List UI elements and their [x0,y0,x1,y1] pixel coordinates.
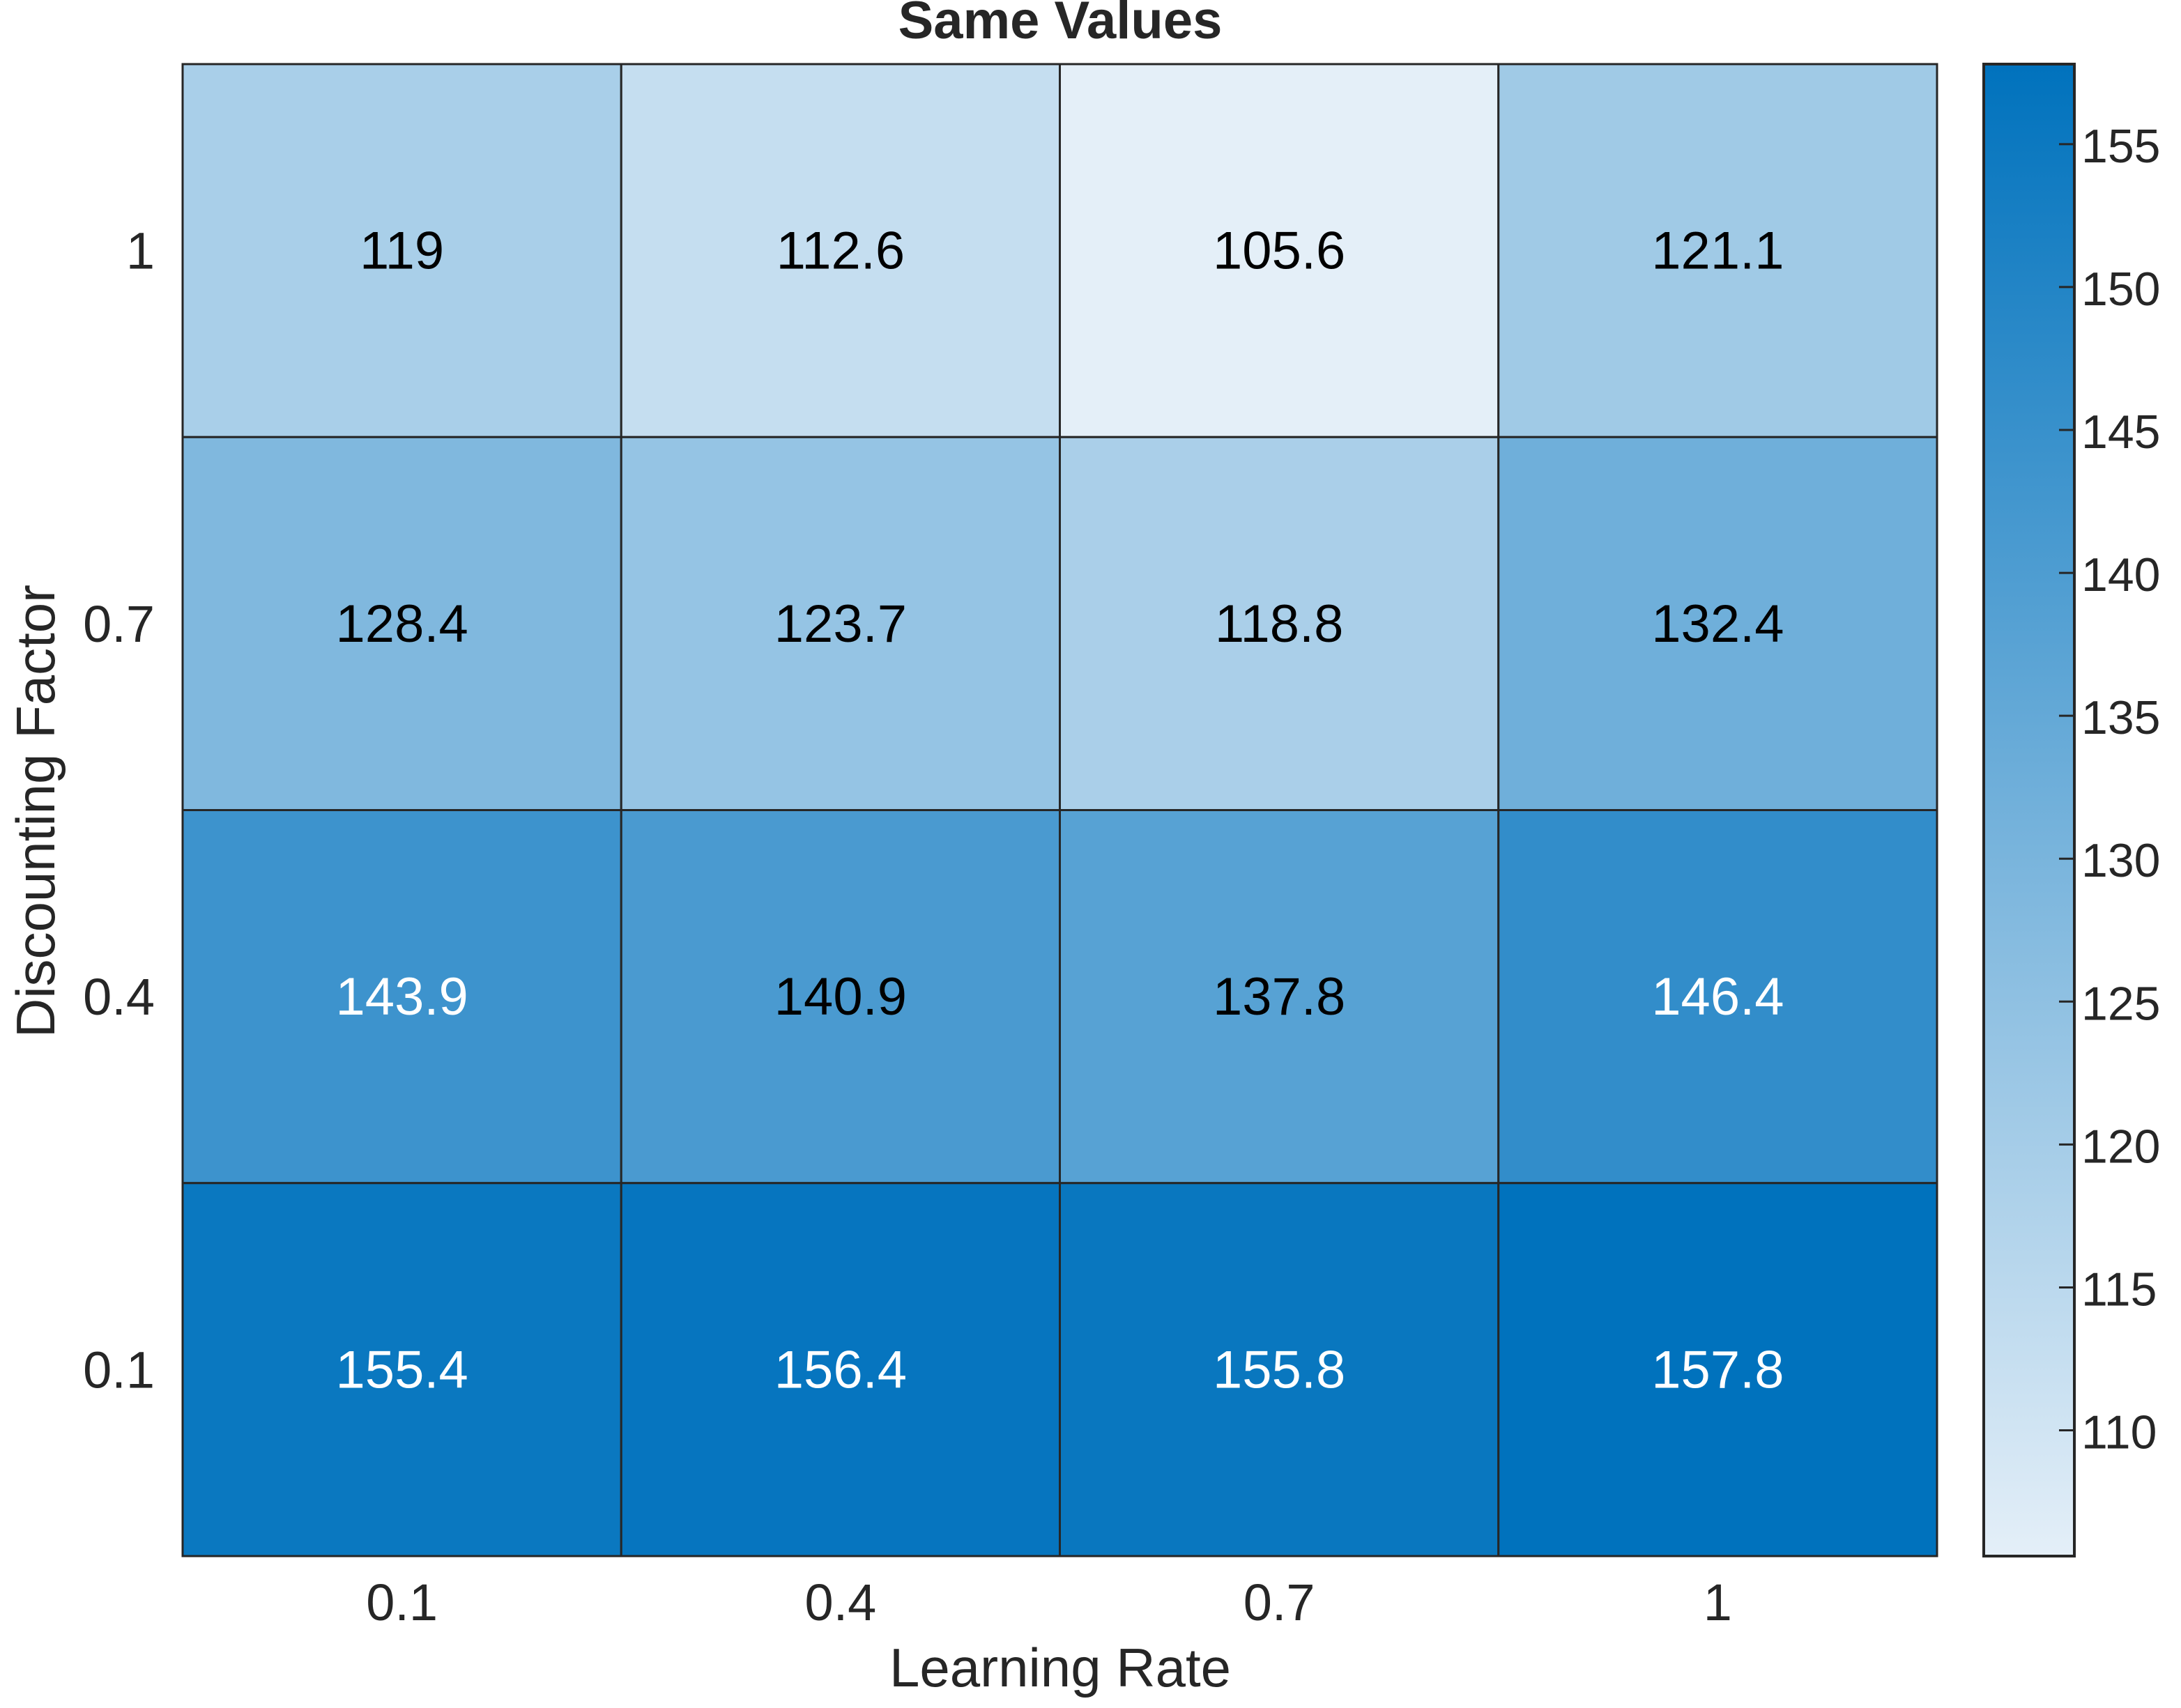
heatmap-cell [1497,436,1938,811]
heatmap-cells [181,63,1938,1557]
colorbar-tick-label: 115 [2081,1263,2157,1316]
heatmap-cell-labels: 119 112.6 105.6 121.1 128.4 123.7 118.8 132.4 14… [336,222,1784,1400]
y-axis-label: Discounting Factor [5,585,66,1038]
cell-value-label: 128.4 [336,594,468,654]
heatmap-cell [1497,1182,1938,1557]
heatmap-cell [1059,436,1500,811]
cell-value-label: 112.6 [776,222,905,281]
heatmap-cell [1497,809,1938,1185]
colorbar-tick-label: 110 [2081,1406,2157,1459]
y-tick-label: 0.7 [83,595,155,653]
heatmap-cell [620,809,1061,1185]
heatmap-cell [620,63,1061,438]
x-tick-label: 1 [1704,1574,1732,1631]
heatmap-cell [181,63,622,438]
heatmap-cell [181,436,622,811]
colorbar-tick-label: 125 [2081,977,2160,1030]
cell-value-label: 119 [360,222,444,281]
y-tick-label: 0.1 [83,1341,155,1399]
cell-value-label: 140.9 [774,967,907,1026]
x-tick-label: 0.1 [366,1574,438,1631]
x-axis-ticks: 0.1 0.4 0.7 1 [366,1574,1732,1631]
chart-title: Same Values [898,0,1223,50]
x-axis-label: Learning Rate [889,1637,1231,1698]
cell-value-label: 155.8 [1213,1340,1345,1399]
heatmap-cell [1059,1182,1500,1557]
colorbar-tick-label: 120 [2081,1120,2160,1173]
cell-value-label: 132.4 [1651,594,1784,654]
cell-value-label: 105.6 [1213,222,1345,281]
cell-value-label: 118.8 [1215,594,1344,654]
cell-value-label: 146.4 [1651,967,1784,1026]
colorbar-gradient [1982,63,2076,1557]
heatmap-cell [620,436,1061,811]
colorbar-tick-label: 150 [2081,263,2160,316]
heatmap-cell [181,1182,622,1557]
colorbar: 110 115 120 125 130 135 140 145 150 155 [1982,63,2160,1557]
cell-value-label: 123.7 [774,594,907,654]
y-tick-label: 0.4 [83,968,155,1026]
colorbar-tick-label: 145 [2081,406,2160,459]
heatmap-cell [1059,63,1500,438]
y-tick-label: 1 [126,222,155,280]
y-axis-ticks: 1 0.7 0.4 0.1 [83,222,155,1399]
colorbar-tick-label: 130 [2081,834,2160,887]
x-tick-label: 0.4 [804,1574,876,1631]
heatmap-cell [1497,63,1938,438]
cell-value-label: 121.1 [1651,222,1784,281]
cell-value-label: 143.9 [336,967,468,1026]
cell-value-label: 155.4 [336,1340,468,1399]
cell-value-label: 137.8 [1213,967,1345,1026]
heatmap-cell [620,1182,1061,1557]
colorbar-tick-label: 155 [2081,120,2160,173]
cell-value-label: 156.4 [774,1340,907,1399]
colorbar-tick-label: 140 [2081,548,2160,601]
colorbar-tick-label: 135 [2081,691,2160,744]
x-tick-label: 0.7 [1243,1574,1315,1631]
cell-value-label: 157.8 [1651,1340,1784,1399]
